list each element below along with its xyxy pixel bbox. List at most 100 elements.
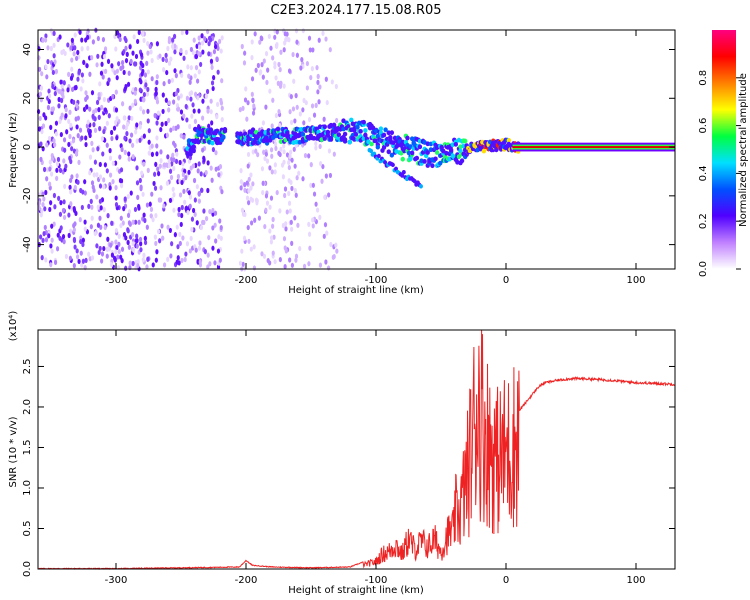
signal-mark	[409, 136, 415, 142]
noise-speckle	[43, 37, 48, 43]
noise-speckle	[265, 158, 270, 164]
noise-speckle	[101, 151, 105, 157]
noise-speckle	[278, 83, 283, 89]
noise-speckle	[127, 70, 131, 76]
noise-speckle	[314, 140, 318, 147]
noise-speckle	[301, 107, 305, 113]
noise-speckle	[292, 78, 296, 84]
noise-speckle	[182, 134, 186, 140]
noise-speckle	[305, 60, 309, 67]
noise-speckle	[310, 66, 314, 72]
figure-title: C2E3.2024.177.15.08.R05	[270, 3, 441, 18]
noise-speckle	[90, 140, 94, 146]
noise-speckle	[307, 221, 311, 227]
noise-speckle	[309, 162, 313, 168]
noise-speckle	[111, 179, 115, 185]
noise-speckle	[57, 103, 61, 109]
noise-speckle	[119, 254, 123, 260]
y-tick-label: 2.0	[22, 399, 33, 415]
noise-speckle	[76, 49, 80, 56]
noise-speckle	[328, 172, 333, 179]
noise-speckle	[105, 246, 109, 252]
noise-speckle	[311, 217, 315, 223]
noise-speckle	[291, 106, 296, 112]
noise-speckle	[247, 188, 251, 194]
noise-speckle	[67, 212, 71, 218]
noise-speckle	[220, 189, 224, 195]
noise-speckle	[174, 73, 178, 79]
noise-speckle	[253, 31, 257, 37]
noise-speckle	[155, 79, 159, 86]
noise-speckle	[168, 227, 172, 234]
noise-speckle	[213, 260, 217, 266]
noise-speckle	[131, 142, 135, 148]
noise-speckle	[66, 42, 70, 48]
noise-speckle	[91, 39, 95, 45]
noise-speckle	[242, 235, 247, 241]
noise-speckle	[153, 185, 158, 191]
noise-speckle	[142, 252, 146, 258]
x-tick-label: -100	[365, 275, 388, 286]
noise-speckle	[145, 264, 149, 270]
signal-mark	[375, 144, 381, 150]
noise-speckle	[283, 192, 287, 199]
noise-speckle	[260, 166, 265, 172]
noise-speckle	[316, 73, 320, 80]
noise-speckle	[187, 190, 191, 196]
noise-speckle	[69, 228, 73, 234]
noise-speckle	[127, 220, 132, 226]
noise-speckle	[167, 162, 172, 169]
noise-speckle	[188, 248, 192, 254]
noise-speckle	[144, 82, 148, 88]
signal-mark	[322, 124, 327, 130]
noise-speckle	[261, 74, 265, 80]
noise-speckle	[109, 262, 114, 268]
noise-speckle	[120, 60, 125, 66]
noise-speckle	[283, 264, 287, 270]
noise-speckle	[278, 67, 282, 73]
signal-mark	[408, 156, 413, 162]
noise-speckle	[322, 233, 326, 239]
noise-speckle	[189, 96, 193, 102]
noise-speckle	[142, 161, 146, 167]
noise-speckle	[56, 156, 61, 163]
colorbar-gradient	[712, 30, 736, 269]
noise-speckle	[110, 135, 114, 142]
noise-speckle	[189, 46, 194, 53]
noise-speckle	[199, 171, 203, 177]
signal-mark	[349, 117, 354, 123]
noise-speckle	[54, 68, 59, 75]
noise-speckle	[266, 67, 270, 73]
noise-speckle	[115, 68, 119, 74]
noise-speckle	[150, 143, 154, 149]
noise-speckle	[98, 245, 102, 252]
signal-mark	[370, 125, 376, 131]
noise-speckle	[250, 76, 255, 82]
noise-speckle	[335, 248, 339, 254]
noise-speckle	[105, 253, 109, 259]
noise-speckle	[109, 242, 113, 248]
snr-panel: -300 -200 -100 0 100 0.0 0.5 1.0 1.5 2.0 2.5 Heig…	[8, 311, 676, 596]
noise-speckle	[108, 172, 113, 178]
noise-speckle	[283, 31, 287, 37]
noise-speckle	[105, 168, 109, 174]
noise-speckle	[264, 104, 268, 110]
noise-speckle	[161, 108, 165, 115]
noise-speckle	[269, 239, 273, 245]
noise-speckle	[218, 38, 222, 44]
noise-speckle	[164, 52, 168, 58]
noise-speckle	[261, 120, 266, 126]
noise-speckle	[117, 248, 121, 255]
noise-speckle	[301, 176, 305, 182]
noise-speckle	[102, 184, 106, 190]
snr-x-ticks: -300 -200 -100 0 100	[105, 330, 646, 586]
noise-speckle	[155, 74, 159, 80]
noise-speckle	[207, 51, 211, 57]
noise-speckle	[39, 141, 43, 147]
y-tick-label: 20	[22, 92, 33, 105]
noise-speckle	[66, 87, 70, 93]
noise-speckle	[41, 201, 45, 208]
noise-speckle	[267, 33, 271, 40]
noise-speckle	[114, 107, 119, 113]
noise-speckle	[315, 65, 319, 71]
